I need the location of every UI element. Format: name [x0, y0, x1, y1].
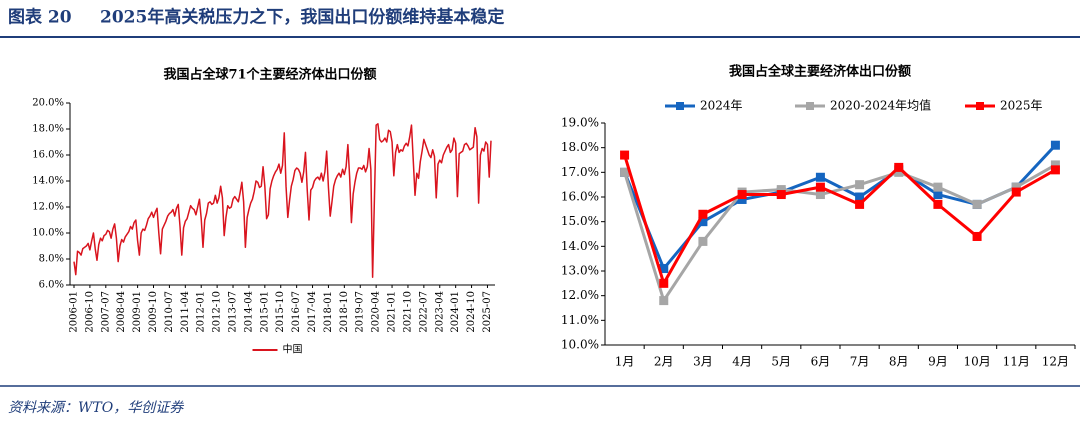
- point: [855, 199, 865, 209]
- x-tick-label: 2006-10: [84, 291, 95, 333]
- point: [894, 162, 904, 172]
- point: [815, 190, 825, 200]
- series-line: [623, 144, 1057, 271]
- point: [1050, 140, 1060, 150]
- x-tick-label: 1月: [615, 355, 635, 369]
- x-tick-label: 7月: [850, 355, 870, 369]
- point: [855, 180, 865, 190]
- y-tick-label: 15.0%: [561, 214, 599, 228]
- point: [737, 190, 747, 200]
- x-tick-label: 6月: [811, 355, 831, 369]
- y-tick-label: 10.0%: [561, 338, 599, 352]
- y-tick-label: 16.0%: [32, 150, 64, 161]
- series-line: [73, 123, 492, 278]
- legend-marker: [806, 102, 814, 110]
- x-tick-label: 2016-07: [291, 291, 302, 333]
- x-tick-label: 2015-01: [259, 291, 270, 333]
- x-tick-label: 2008-04: [116, 291, 127, 333]
- y-tick-label: 11.0%: [561, 313, 599, 327]
- legend-marker: [976, 102, 984, 110]
- point: [1011, 187, 1021, 197]
- y-tick-label: 13.0%: [561, 264, 599, 278]
- y-tick-label: 6.0%: [39, 280, 64, 291]
- legend-marker: [676, 102, 684, 110]
- y-tick-label: 8.0%: [39, 254, 64, 265]
- y-tick-label: 16.0%: [561, 190, 599, 204]
- x-tick-label: 12月: [1042, 355, 1069, 369]
- x-tick-label: 2023-04: [434, 291, 445, 333]
- point: [776, 190, 786, 200]
- y-tick-label: 12.0%: [561, 288, 599, 302]
- y-tick-label: 14.0%: [32, 176, 64, 187]
- y-tick-label: 14.0%: [561, 239, 599, 253]
- x-tick-label: 2025-07: [482, 291, 493, 333]
- x-tick-label: 2009-01: [132, 291, 143, 333]
- x-tick-label: 2009-10: [148, 291, 159, 333]
- x-tick-label: 5月: [771, 355, 791, 369]
- point: [933, 182, 943, 192]
- point: [620, 150, 630, 160]
- point: [815, 182, 825, 192]
- x-tick-label: 2014-04: [243, 291, 254, 333]
- point: [933, 190, 943, 200]
- x-tick-label: 2007-07: [100, 291, 111, 333]
- x-tick-label: 11月: [1003, 355, 1030, 369]
- y-tick-label: 19.0%: [561, 116, 599, 130]
- x-tick-label: 2月: [654, 355, 674, 369]
- legend-label: 2024年: [700, 99, 743, 113]
- point: [698, 236, 708, 246]
- x-tick-label: 2013-07: [228, 291, 239, 333]
- series-line: [623, 154, 1057, 285]
- x-tick-label: 2022-07: [418, 291, 429, 333]
- source: 资料来源：WTO，华创证券: [8, 400, 184, 416]
- x-tick-label: 2011-04: [180, 291, 191, 333]
- x-tick-label: 2018-10: [339, 291, 350, 333]
- x-tick-label: 2017-04: [307, 291, 318, 333]
- x-tick-label: 9月: [928, 355, 948, 369]
- x-tick-label: 2021-10: [402, 291, 413, 333]
- y-tick-label: 18.0%: [561, 140, 599, 154]
- x-tick-label: 2024-10: [466, 291, 477, 333]
- point: [1050, 165, 1060, 175]
- legend-label: 中国: [283, 343, 303, 356]
- chart-title: 我国占全球主要经济体出口份额: [729, 64, 911, 80]
- x-tick-label: 3月: [693, 355, 713, 369]
- point: [972, 199, 982, 209]
- point: [659, 278, 669, 288]
- x-tick-label: 2024-01: [450, 291, 461, 333]
- x-tick-label: 10月: [963, 355, 990, 369]
- x-tick-label: 2012-10: [212, 291, 223, 333]
- y-tick-label: 10.0%: [32, 228, 64, 239]
- chart-title: 我国占全球71个主要经济体出口份额: [163, 67, 376, 83]
- point: [698, 209, 708, 219]
- point: [815, 172, 825, 182]
- x-tick-label: 2018-01: [323, 291, 334, 333]
- point: [620, 167, 630, 177]
- x-tick-label: 2021-01: [387, 291, 398, 333]
- y-tick-label: 20.0%: [32, 98, 64, 109]
- x-tick-label: 2019-07: [355, 291, 366, 333]
- x-tick-label: 2012-01: [196, 291, 207, 333]
- y-tick-label: 18.0%: [32, 124, 64, 135]
- x-tick-label: 8月: [889, 355, 909, 369]
- y-tick-label: 12.0%: [32, 202, 64, 213]
- x-tick-label: 2006-01: [69, 291, 80, 333]
- x-tick-label: 2020-04: [371, 291, 382, 333]
- point: [972, 231, 982, 241]
- x-tick-label: 2015-10: [275, 291, 286, 333]
- y-tick-label: 17.0%: [561, 165, 599, 179]
- point: [933, 199, 943, 209]
- x-tick-label: 4月: [732, 355, 752, 369]
- series-line: [623, 163, 1057, 303]
- figure-label: 图表 20: [8, 7, 72, 28]
- legend-label: 2020-2024年均值: [830, 98, 931, 113]
- figure-title: 2025年高关税压力之下，我国出口份额维持基本稳定: [100, 7, 504, 28]
- point: [659, 296, 669, 306]
- legend-label: 2025年: [1000, 99, 1043, 113]
- x-tick-label: 2010-07: [164, 291, 175, 333]
